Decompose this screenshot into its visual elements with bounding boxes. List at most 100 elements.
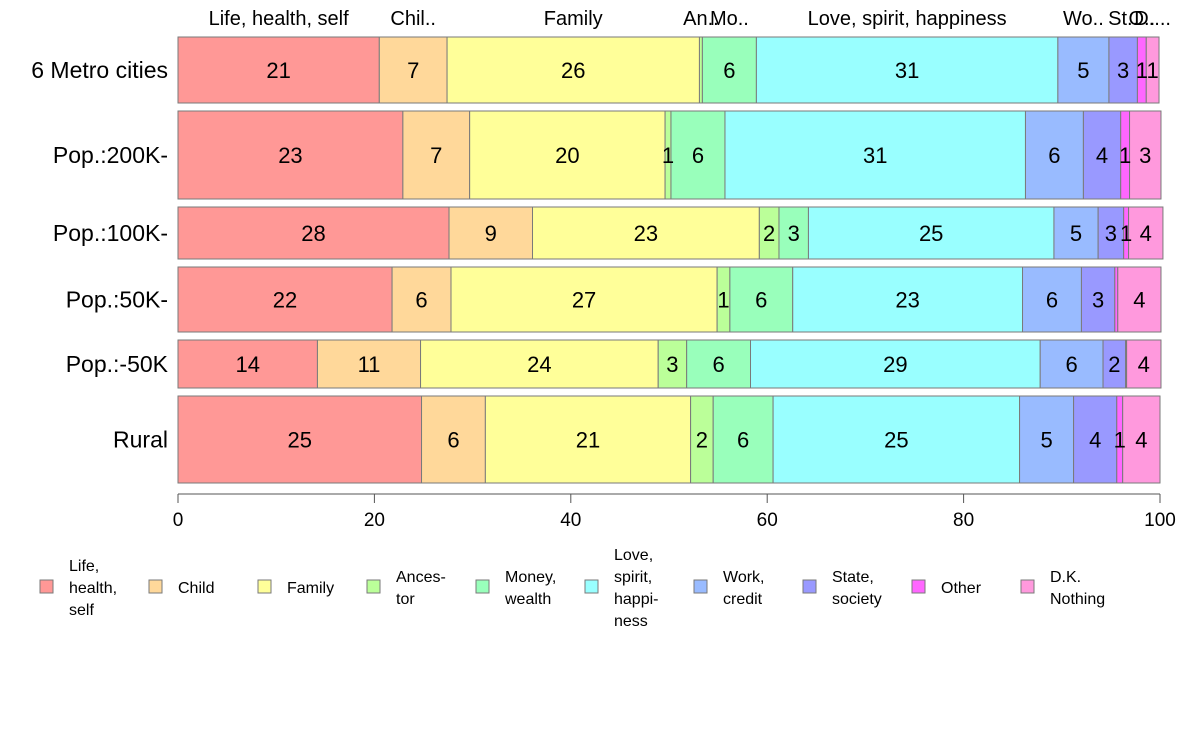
legend-label: Other — [941, 580, 982, 597]
segment-value-label: 4 — [1135, 428, 1147, 453]
bar-segment — [1082, 110, 1122, 200]
series-top-label: Family — [544, 8, 603, 30]
segment-value-label: 7 — [430, 143, 442, 168]
bar-segment — [1122, 395, 1161, 484]
segment-value-label: 1 — [662, 143, 674, 168]
segment-value-label: 23 — [278, 143, 302, 168]
x-tick-label: 60 — [757, 510, 778, 531]
bar-segment — [420, 339, 659, 389]
x-tick-label: 40 — [560, 510, 581, 531]
series-top-label: Chil.. — [390, 8, 436, 30]
bar-segment — [316, 339, 422, 389]
series-top-label: O.. — [1128, 8, 1155, 30]
category-label: 6 Metro cities — [31, 57, 168, 83]
segment-value-label: 24 — [527, 352, 551, 377]
bar-segment — [1117, 266, 1162, 333]
segment-value-label: 20 — [555, 143, 579, 168]
bar-segment — [450, 266, 718, 333]
series-top-label: St.. — [1108, 8, 1138, 30]
bar-segment — [469, 110, 666, 200]
bar-segment — [446, 36, 700, 104]
legend-label: Money, wealth — [504, 569, 556, 608]
segment-value-label: 9 — [485, 221, 497, 246]
segment-value-label: 4 — [1138, 352, 1150, 377]
segment-value-label: 6 — [692, 143, 704, 168]
bar-segment — [177, 110, 404, 200]
segment-value-label: 6 — [712, 352, 724, 377]
top-labels-layer: Life, health, self Chil.. Family An..Mo.. Lo… — [209, 8, 1171, 30]
bar-segment — [532, 206, 760, 260]
bar-segment — [1019, 395, 1075, 484]
category-label: Rural — [113, 427, 168, 453]
segment-value-label: 3 — [1092, 288, 1104, 313]
x-tick-label: 100 — [1144, 510, 1176, 531]
legend-label: Life, health, self — [69, 558, 117, 619]
segment-value-label: 2 — [763, 221, 775, 246]
x-tick-label: 20 — [364, 510, 385, 531]
segment-value-label: 21 — [266, 58, 290, 83]
bar-segment — [1057, 36, 1110, 104]
segment-value-label: 4 — [1089, 428, 1101, 453]
segment-value-label: 6 — [1065, 352, 1077, 377]
segment-value-label: 4 — [1140, 221, 1152, 246]
x-axis: 0 20 40 60 80 100 — [173, 493, 1176, 531]
legend-swatch — [1020, 579, 1035, 594]
segment-value-label: 1 — [1119, 143, 1131, 168]
bars-layer — [177, 36, 1164, 484]
legend-label: State, society — [832, 569, 882, 608]
category-label: Pop.:-50K — [66, 351, 169, 377]
segment-value-label: 29 — [883, 352, 907, 377]
category-label: Pop.:100K- — [53, 220, 168, 246]
bar-segment — [448, 206, 534, 260]
bar-segment — [1073, 395, 1118, 484]
legend-label: Work, credit — [723, 569, 764, 608]
series-top-label: Love, spirit, happiness — [808, 8, 1007, 30]
bar-segment — [1128, 206, 1164, 260]
segment-value-label: 1 — [1147, 58, 1159, 83]
series-top-label: D.... — [1134, 8, 1171, 30]
bar-segment — [712, 395, 774, 484]
bar-segment — [1108, 36, 1138, 104]
segment-value-label: 23 — [895, 288, 919, 313]
series-top-label: An.. — [683, 8, 719, 30]
segment-value-label: 5 — [1070, 221, 1082, 246]
category-label: Pop.:200K- — [53, 142, 168, 168]
segment-value-label: 5 — [1040, 428, 1052, 453]
bar-segment — [177, 395, 423, 484]
segment-value-label: 7 — [407, 58, 419, 83]
bar-segment — [657, 339, 688, 389]
legend-label: Ances-tor — [396, 569, 446, 608]
segment-value-label: 6 — [737, 428, 749, 453]
bar-segment — [1129, 110, 1162, 200]
segment-value-label: 31 — [895, 58, 919, 83]
legend-label: Child — [178, 580, 214, 597]
segment-value-label: 25 — [288, 428, 312, 453]
segment-value-label: 1 — [1114, 428, 1126, 453]
bar-segment — [807, 206, 1055, 260]
segment-value-label: 4 — [1133, 288, 1145, 313]
series-top-label: Wo.. — [1063, 8, 1104, 30]
segment-value-label: 22 — [273, 288, 297, 313]
bar-segment — [177, 36, 380, 104]
bar-segment — [750, 339, 1041, 389]
segment-value-label: 2 — [696, 428, 708, 453]
bar-segment — [729, 266, 794, 333]
legend-swatch — [148, 579, 163, 594]
legend-swatch — [39, 579, 54, 594]
segment-value-label: 1 — [1120, 221, 1132, 246]
legend: Life, health, self Child Family Ances-tor Mone… — [39, 547, 1105, 630]
bar-segment — [778, 206, 809, 260]
series-top-label: Life, health, self — [209, 8, 350, 30]
segment-value-label: 3 — [1117, 58, 1129, 83]
legend-swatch — [693, 579, 708, 594]
bar-segment — [177, 339, 318, 389]
bar-segment — [1039, 339, 1104, 389]
segment-value-label: 1 — [1136, 58, 1148, 83]
segment-value-label: 6 — [1046, 288, 1058, 313]
segment-value-label: 3 — [1105, 221, 1117, 246]
legend-label: Family — [287, 580, 334, 597]
segment-value-label: 28 — [301, 221, 325, 246]
segment-value-label: 2 — [1108, 352, 1120, 377]
